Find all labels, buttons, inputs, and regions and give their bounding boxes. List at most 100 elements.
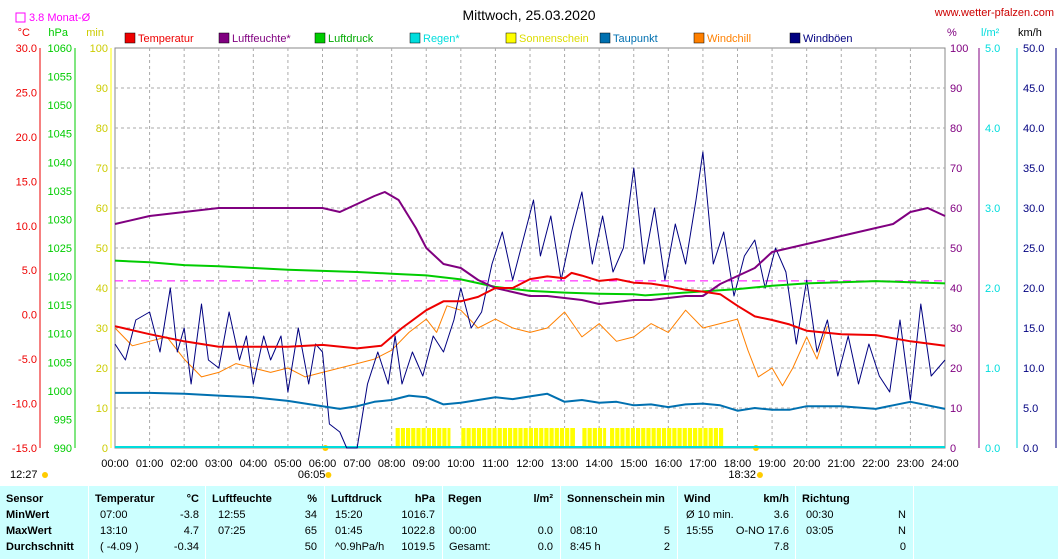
x-tick-label: 18:00: [724, 458, 752, 470]
pressure-axis-tick-label: 995: [54, 414, 72, 426]
legend-item-label: Regen*: [423, 33, 460, 45]
pressure-axis-tick-label: 1020: [48, 272, 72, 284]
humidity-axis-tick-label: 40: [950, 283, 962, 295]
humidity-axis-tick-label: 10: [950, 403, 962, 415]
x-tick-label: 00:00: [101, 458, 129, 470]
table-column-divider: [205, 486, 206, 559]
humidity-series: [114, 191, 946, 305]
rain-axis-tick-label: 5.0: [985, 43, 1000, 55]
x-tick-label: 20:00: [793, 458, 821, 470]
wind-axis-tick-label: 40.0: [1023, 123, 1044, 135]
wind-axis-tick-label: 5.0: [1023, 403, 1038, 415]
sun-axis-tick-label: 10: [96, 403, 108, 415]
temp-axis-tick-label: 10.0: [16, 221, 37, 233]
direction-value: N: [898, 525, 906, 537]
sun-axis-tick-label: 60: [96, 203, 108, 215]
temperature-time: 13:10: [100, 525, 128, 537]
dewpoint-series: [115, 391, 946, 412]
humidity-axis-tick-label: 100: [950, 43, 968, 55]
sunset-icon: [756, 472, 763, 478]
legend-item-label: Windchill: [707, 33, 751, 45]
stats-table: Sensor Temperatur °C Luftfeuchte% Luftdruck h…: [0, 486, 1058, 559]
legend-item-label: Temperatur: [138, 33, 194, 45]
temperature-time: 07:00: [100, 509, 128, 521]
temperature-series: [114, 271, 946, 350]
wind-value: 3.6: [773, 509, 789, 521]
sun-axis-tick-label: 40: [96, 283, 108, 295]
x-tick-label: 03:00: [205, 458, 233, 470]
header-humidity-unit: %: [307, 493, 317, 505]
pressure-axis-tick-label: 1060: [48, 43, 72, 55]
x-tick-label: 12:00: [516, 458, 544, 470]
temp-axis-unit: °C: [18, 27, 30, 39]
temperature-value: 4.7: [183, 525, 199, 537]
wind-axis-tick-label: 45.0: [1023, 83, 1044, 95]
rain-axis-tick-label: 3.0: [985, 203, 1000, 215]
x-tick-label: 13:00: [551, 458, 579, 470]
x-tick-label: 09:00: [412, 458, 440, 470]
table-column-divider: [795, 486, 796, 559]
pressure-axis-tick-label: 1010: [48, 329, 72, 341]
row-label: Durchschnitt: [6, 541, 74, 553]
x-tick-label: 10:00: [447, 458, 475, 470]
legend-swatch: [599, 32, 611, 44]
temp-axis-tick-label: 5.0: [22, 265, 37, 277]
table-column-divider: [677, 486, 678, 559]
chart-title: Mittwoch, 25.03.2020: [462, 7, 595, 23]
direction-value: 0: [899, 541, 906, 553]
sun-axis-unit: min: [86, 27, 104, 39]
header-temperature: Temperatur: [95, 493, 155, 505]
x-tick-label: 23:00: [897, 458, 925, 470]
direction-time: 03:05: [806, 525, 834, 537]
legend-swatch: [218, 32, 230, 44]
row-label: MaxWert: [6, 525, 52, 537]
wind-axis-tick-label: 15.0: [1023, 323, 1044, 335]
humidity-axis-unit: %: [947, 27, 957, 39]
site-url[interactable]: www.wetter-pfalzen.com: [934, 7, 1054, 19]
x-tick-label: 21:00: [827, 458, 855, 470]
pressure-axis-tick-label: 1030: [48, 214, 72, 226]
table-column-divider: [442, 486, 443, 559]
humidity-axis-tick-label: 90: [950, 83, 962, 95]
wind-axis-tick-label: 20.0: [1023, 283, 1044, 295]
sunshine-time: 8:45 h: [570, 541, 601, 553]
temp-axis-tick-label: -10.0: [12, 399, 37, 411]
sunrise-icon: [325, 472, 332, 478]
legend-item-label: Luftfeuchte*: [232, 33, 291, 45]
sunshine-block: [581, 428, 607, 448]
rain-time: 00:00: [449, 525, 477, 537]
header-temperature-unit: °C: [186, 493, 199, 505]
temp-axis-tick-label: 25.0: [16, 87, 37, 99]
pressure-axis-tick-label: 1055: [48, 72, 72, 84]
header-pressure: Luftdruck: [331, 493, 382, 505]
sun-axis-tick-label: 50: [96, 243, 108, 255]
wind-axis-unit: km/h: [1018, 27, 1042, 39]
wind-axis-tick-label: 35.0: [1023, 163, 1044, 175]
pressure-axis-tick-label: 1005: [48, 357, 72, 369]
rain-axis-tick-label: 1.0: [985, 363, 1000, 375]
sunshine-value: 5: [663, 525, 670, 537]
monthly-avg-icon: [15, 12, 26, 23]
chart-grid: [114, 47, 946, 449]
pressure-axis-unit: hPa: [48, 27, 68, 39]
x-tick-label: 05:00: [274, 458, 302, 470]
sunrise-label: 06:05: [298, 469, 326, 481]
humidity-value: 34: [304, 509, 317, 521]
x-tick-label: 08:00: [378, 458, 406, 470]
direction-time: 00:30: [806, 509, 834, 521]
x-tick-label: 16:00: [655, 458, 683, 470]
humidity-time: 12:55: [218, 509, 246, 521]
pressure-value: 1019.5: [401, 541, 435, 553]
humidity-axis-tick-label: 80: [950, 123, 962, 135]
pressure-series: [114, 259, 946, 297]
legend-swatch: [789, 32, 801, 44]
pressure-axis-tick-label: 990: [54, 443, 72, 455]
header-wind: Wind: [684, 493, 711, 505]
wind-axis-tick-label: 30.0: [1023, 203, 1044, 215]
header-rain-unit: l/m²: [533, 493, 553, 505]
wind-time: Ø 10 min.: [686, 509, 734, 521]
table-column-divider: [560, 486, 561, 559]
sunshine-value: 2: [663, 541, 670, 553]
x-tick-label: 06:00: [309, 458, 337, 470]
humidity-axis-tick-label: 30: [950, 323, 962, 335]
